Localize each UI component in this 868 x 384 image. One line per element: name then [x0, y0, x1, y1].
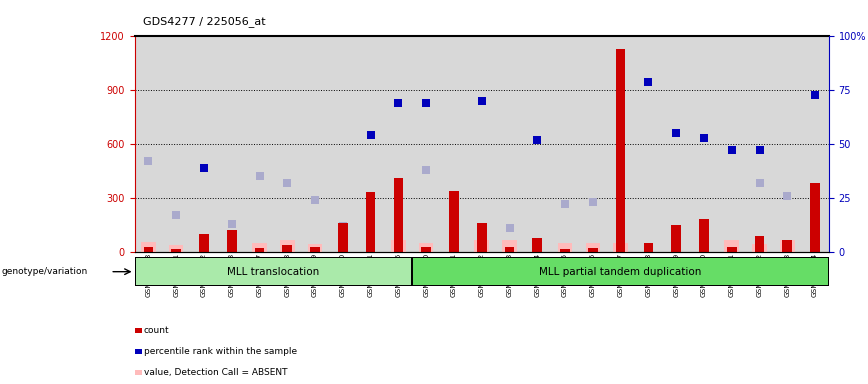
Bar	[607, 36, 635, 252]
Bar	[690, 36, 718, 252]
Bar	[614, 243, 628, 252]
Bar	[468, 36, 496, 252]
Bar	[227, 230, 237, 252]
Bar	[579, 36, 607, 252]
Bar	[280, 240, 294, 252]
Bar	[477, 223, 487, 252]
Bar	[171, 249, 181, 252]
Bar	[727, 247, 737, 252]
Bar	[412, 36, 440, 252]
Bar	[282, 245, 293, 252]
Bar	[671, 225, 681, 252]
Bar	[635, 36, 662, 252]
Bar	[810, 184, 820, 252]
Bar	[190, 36, 218, 252]
Bar	[273, 36, 301, 252]
Bar	[523, 36, 551, 252]
Bar	[449, 190, 459, 252]
Bar	[560, 249, 570, 252]
Bar	[780, 240, 794, 252]
Bar	[143, 247, 154, 252]
Bar	[746, 36, 773, 252]
Bar	[253, 243, 266, 252]
Text: MLL partial tandem duplication: MLL partial tandem duplication	[539, 266, 702, 277]
Bar	[301, 36, 329, 252]
Bar	[246, 36, 273, 252]
Bar	[135, 36, 162, 252]
Bar	[754, 236, 765, 252]
Bar	[421, 247, 431, 252]
Bar	[357, 36, 385, 252]
Bar	[141, 242, 155, 252]
Bar	[391, 240, 405, 252]
Text: GDS4277 / 225056_at: GDS4277 / 225056_at	[143, 16, 266, 27]
Bar	[199, 233, 209, 252]
Bar	[218, 36, 246, 252]
Bar	[365, 192, 376, 252]
Bar	[308, 244, 322, 252]
Bar	[393, 178, 404, 252]
Text: genotype/variation: genotype/variation	[2, 267, 88, 276]
Bar	[662, 36, 690, 252]
Bar	[419, 243, 433, 252]
Bar	[558, 243, 572, 252]
Text: percentile rank within the sample: percentile rank within the sample	[144, 347, 297, 356]
Bar	[254, 248, 265, 252]
Bar	[135, 258, 411, 285]
Bar	[643, 243, 654, 252]
Bar	[753, 244, 766, 252]
Text: MLL translocation: MLL translocation	[227, 266, 319, 277]
Text: value, Detection Call = ABSENT: value, Detection Call = ABSENT	[144, 368, 287, 377]
Bar	[615, 49, 626, 252]
Text: count: count	[144, 326, 169, 335]
Bar	[496, 36, 523, 252]
Bar	[440, 36, 468, 252]
Bar	[801, 36, 829, 252]
Bar	[475, 240, 489, 252]
Bar	[551, 36, 579, 252]
Bar	[385, 36, 412, 252]
Bar	[503, 240, 516, 252]
Bar	[162, 36, 190, 252]
Bar	[413, 258, 828, 285]
Bar	[699, 219, 709, 252]
Bar	[773, 36, 801, 252]
Bar	[310, 247, 320, 252]
Bar	[718, 36, 746, 252]
Bar	[329, 36, 357, 252]
Bar	[725, 240, 739, 252]
Bar	[504, 247, 515, 252]
Bar	[588, 248, 598, 252]
Bar	[169, 245, 183, 252]
Bar	[338, 223, 348, 252]
Bar	[586, 243, 600, 252]
Bar	[782, 240, 792, 252]
Bar	[532, 238, 542, 252]
